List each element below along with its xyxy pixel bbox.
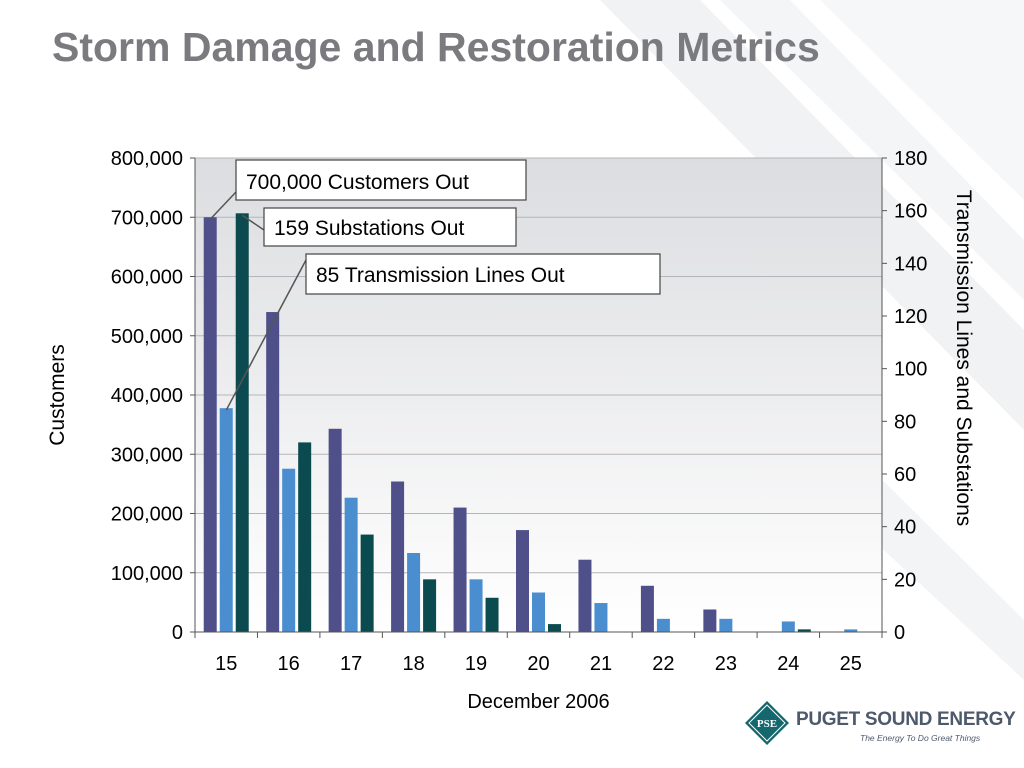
x-tick-label: 24 bbox=[777, 653, 799, 675]
y-tick-label: 800,000 bbox=[111, 148, 183, 170]
y2-tick-label: 120 bbox=[894, 306, 927, 328]
bar-23-series-2 bbox=[719, 618, 733, 632]
x-tick-label: 16 bbox=[278, 653, 300, 675]
logo-tagline: The Energy To Do Great Things bbox=[860, 733, 981, 743]
y-tick-label: 600,000 bbox=[111, 267, 183, 289]
y-tick-label: 100,000 bbox=[111, 563, 183, 585]
bar-23-series-1 bbox=[703, 609, 717, 632]
bar-17-series-2 bbox=[344, 497, 358, 632]
bar-22-series-1 bbox=[640, 585, 654, 632]
callout-label-1: 700,000 Customers Out bbox=[246, 171, 469, 194]
y2-tick-label: 0 bbox=[894, 622, 905, 644]
y-tick-label: 0 bbox=[172, 622, 183, 644]
bar-18-series-1 bbox=[391, 481, 405, 632]
callout-box-3 bbox=[305, 253, 661, 295]
callout-leader-3 bbox=[225, 259, 307, 411]
bar-21-series-1 bbox=[578, 559, 592, 632]
bar-17-series-3 bbox=[360, 534, 374, 632]
y2-tick-label: 80 bbox=[894, 411, 916, 433]
x-axis-title: December 2006 bbox=[467, 691, 609, 713]
y2-tick-label: 60 bbox=[894, 464, 916, 486]
y2-tick-label: 100 bbox=[894, 359, 927, 381]
bar-16-series-3 bbox=[298, 442, 312, 632]
pse-diamond-icon: PSE bbox=[745, 701, 789, 745]
bar-18-series-2 bbox=[407, 553, 421, 632]
bar-25-series-2 bbox=[844, 629, 858, 632]
y-tick-label: 300,000 bbox=[111, 444, 183, 466]
callout-label-3: 85 Transmission Lines Out bbox=[316, 264, 565, 287]
y-tick-label: 200,000 bbox=[111, 504, 183, 526]
bar-16-series-2 bbox=[282, 468, 296, 632]
y2-tick-label: 140 bbox=[894, 253, 927, 275]
bar-20-series-1 bbox=[516, 530, 529, 632]
bar-15-series-2 bbox=[219, 408, 233, 632]
y2-tick-label: 160 bbox=[894, 201, 927, 223]
y-tick-label: 700,000 bbox=[111, 207, 183, 229]
callout-label-2: 159 Substations Out bbox=[274, 217, 464, 240]
bar-15-series-3 bbox=[235, 213, 249, 633]
y2-tick-label: 40 bbox=[894, 517, 916, 539]
bar-24-series-3 bbox=[797, 629, 811, 632]
x-tick-label: 22 bbox=[652, 653, 674, 675]
x-tick-label: 17 bbox=[340, 653, 362, 675]
y2-tick-label: 180 bbox=[894, 148, 927, 170]
callout-box-2 bbox=[263, 207, 517, 247]
bar-18-series-3 bbox=[423, 579, 437, 632]
slide-title: Storm Damage and Restoration Metrics bbox=[52, 24, 820, 70]
x-tick-label: 25 bbox=[840, 653, 862, 675]
bar-19-series-1 bbox=[453, 507, 467, 632]
y2-tick-label: 20 bbox=[894, 569, 916, 591]
y-axis-title: Customers bbox=[46, 344, 69, 446]
bar-17-series-1 bbox=[328, 428, 342, 632]
bar-16-series-1 bbox=[266, 312, 280, 632]
logo-abbrev: PSE bbox=[757, 718, 777, 730]
bar-24-series-2 bbox=[781, 621, 795, 632]
bar-19-series-3 bbox=[485, 597, 499, 632]
bar-20-series-3 bbox=[548, 624, 561, 632]
x-tick-label: 19 bbox=[465, 653, 487, 675]
y-tick-label: 500,000 bbox=[111, 326, 183, 348]
bar-15-series-1 bbox=[203, 217, 217, 632]
bar-21-series-2 bbox=[594, 603, 608, 632]
y-tick-label: 400,000 bbox=[111, 385, 183, 407]
x-tick-label: 21 bbox=[590, 653, 612, 675]
callout-leader-1 bbox=[209, 191, 237, 220]
logo-company-name: PUGET SOUND ENERGY bbox=[796, 709, 1016, 730]
x-tick-label: 18 bbox=[402, 653, 424, 675]
pse-logo: PSE PUGET SOUND ENERGY The Energy To Do … bbox=[744, 700, 1016, 750]
bar-22-series-2 bbox=[656, 618, 670, 632]
bar-19-series-2 bbox=[469, 579, 483, 632]
x-tick-label: 20 bbox=[527, 653, 549, 675]
bar-20-series-2 bbox=[532, 592, 545, 632]
x-tick-label: 23 bbox=[715, 653, 737, 675]
x-tick-label: 15 bbox=[215, 653, 237, 675]
callout-box-1 bbox=[235, 159, 527, 201]
callout-leader-2 bbox=[241, 214, 265, 231]
y2-axis-title: Transmission Lines and Substations bbox=[952, 190, 975, 527]
